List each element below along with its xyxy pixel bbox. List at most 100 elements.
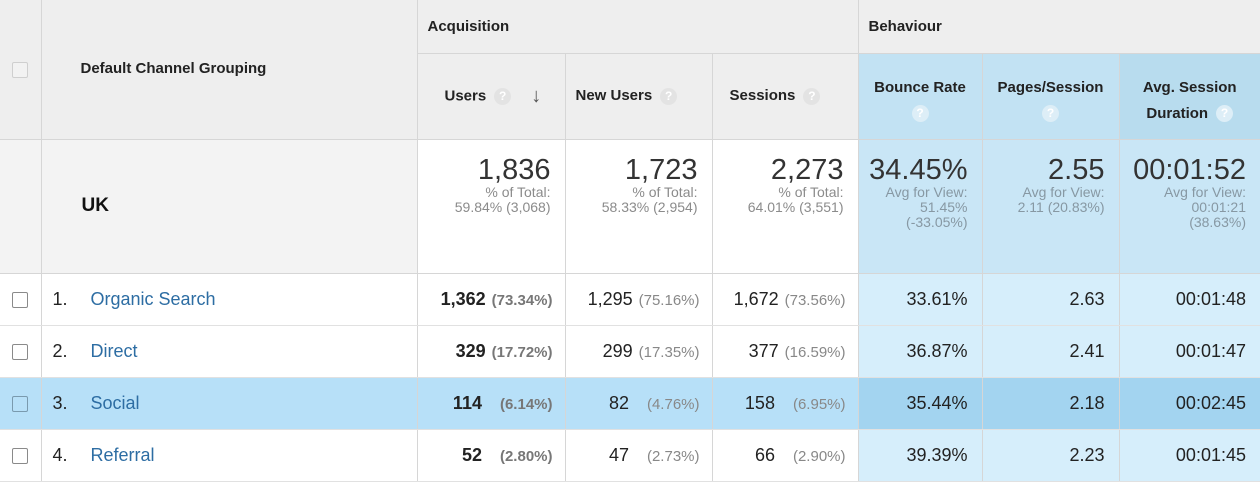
table-row: 2. Direct 329 (17.72%) 299 (17.35%) 377 (16.… — [0, 325, 1260, 378]
help-circle-icon[interactable]: ? — [1216, 105, 1234, 123]
avg-session-cell: 00:01:47 — [1119, 325, 1260, 378]
summary-bounce-rate-sub1: Avg for View: — [885, 183, 968, 200]
row-checkbox[interactable] — [12, 291, 29, 308]
channel-cell: 1. Organic Search — [41, 273, 418, 326]
summary-users-sub2: 59.84% (3,068) — [454, 198, 551, 215]
channel-link[interactable]: Organic Search — [90, 288, 216, 309]
row-checkbox[interactable] — [12, 447, 29, 464]
row-checkbox[interactable] — [12, 395, 29, 412]
channel-cell: 2. Direct — [41, 325, 418, 378]
new-users-percent: (4.76%) — [646, 395, 700, 413]
summary-sessions-value: 2,273 — [770, 153, 844, 186]
users-percent: (73.34%) — [491, 291, 553, 309]
select-all-cell — [0, 0, 42, 140]
summary-avg-session-value: 00:01:52 — [1133, 153, 1246, 186]
users-percent: (2.80%) — [499, 447, 553, 465]
summary-row: UK 1,836 % of Total: 59.84% (3,068) 1,72… — [0, 139, 1260, 274]
select-all-checkbox[interactable] — [12, 61, 29, 78]
new-users-cell: 47 (2.73%) — [565, 429, 713, 482]
users-percent: (17.72%) — [491, 343, 553, 361]
bounce-rate-column-label: Bounce Rate — [874, 78, 966, 96]
help-circle-icon[interactable]: ? — [911, 105, 929, 123]
row-checkbox-cell — [0, 273, 42, 326]
summary-users: 1,836 % of Total: 59.84% (3,068) — [417, 139, 566, 274]
summary-label: UK — [41, 139, 418, 274]
summary-pages-session-sub1: Avg for View: — [1022, 183, 1105, 200]
help-circle-icon[interactable]: ? — [660, 87, 678, 105]
summary-bounce-rate: 34.45% Avg for View: 51.45% (-33.05%) — [858, 139, 983, 274]
avg-session-cell: 00:01:48 — [1119, 273, 1260, 326]
summary-users-sub1: % of Total: — [485, 183, 551, 200]
new-users-percent: (2.73%) — [646, 447, 700, 465]
summary-avg-session-sub2: 00:01:21 — [1191, 198, 1247, 215]
sessions-cell: 158 (6.95%) — [712, 377, 859, 430]
bounce-rate-cell: 33.61% — [858, 273, 983, 326]
summary-new-users-value: 1,723 — [624, 153, 698, 186]
sessions-column-header[interactable]: Sessions? — [712, 53, 859, 140]
users-percent: (6.14%) — [499, 395, 553, 413]
sessions-percent: (73.56%) — [784, 291, 846, 309]
sessions-percent: (2.90%) — [792, 447, 846, 465]
summary-pages-session: 2.55 Avg for View: 2.11 (20.83%) — [982, 139, 1120, 274]
new-users-cell: 82 (4.76%) — [565, 377, 713, 430]
new-users-column-header[interactable]: New Users? — [565, 53, 713, 140]
bounce-rate-cell: 36.87% — [858, 325, 983, 378]
dimension-header[interactable]: Default Channel Grouping — [41, 0, 418, 140]
row-checkbox[interactable] — [12, 343, 29, 360]
summary-new-users: 1,723 % of Total: 58.33% (2,954) — [565, 139, 713, 274]
channel-link[interactable]: Social — [90, 392, 140, 413]
summary-bounce-rate-sub2: 51.45% — [920, 198, 968, 215]
avg-session-column-label-line2: Duration — [1146, 104, 1209, 122]
sessions-percent: (6.95%) — [792, 395, 846, 413]
summary-new-users-sub2: 58.33% (2,954) — [601, 198, 698, 215]
summary-avg-session-sub3: (38.63%) — [1189, 213, 1246, 230]
help-circle-icon[interactable]: ? — [1042, 105, 1059, 123]
sessions-percent: (16.59%) — [784, 343, 846, 361]
users-cell: 52 (2.80%) — [417, 429, 566, 482]
new-users-column-label: New Users — [575, 87, 653, 105]
sessions-cell: 377 (16.59%) — [712, 325, 859, 378]
bounce-rate-column-header[interactable]: Bounce Rate ? — [858, 53, 983, 140]
channel-link[interactable]: Direct — [90, 340, 138, 361]
channel-link[interactable]: Referral — [90, 444, 155, 465]
sessions-value: 1,672 — [733, 288, 779, 309]
help-circle-icon[interactable]: ? — [494, 87, 512, 105]
users-value: 52 — [461, 444, 482, 465]
avg-session-cell: 00:01:45 — [1119, 429, 1260, 482]
row-rank: 3. — [52, 392, 68, 413]
summary-pages-session-sub2: 2.11 (20.83%) — [1017, 198, 1105, 215]
row-rank: 1. — [52, 288, 68, 309]
behaviour-group-label: Behaviour — [868, 17, 942, 35]
bounce-rate-cell: 39.39% — [858, 429, 983, 482]
pages-session-cell: 2.41 — [982, 325, 1120, 378]
sessions-cell: 66 (2.90%) — [712, 429, 859, 482]
table-row: 4. Referral 52 (2.80%) 47 (2.73%) 66 (2.90%)… — [0, 429, 1260, 482]
summary-users-value: 1,836 — [477, 153, 551, 186]
pages-session-column-header[interactable]: Pages/Session ? — [982, 53, 1120, 140]
summary-pages-session-value: 2.55 — [1048, 153, 1105, 186]
users-cell: 329 (17.72%) — [417, 325, 566, 378]
new-users-value: 47 — [608, 444, 629, 465]
summary-avg-session: 00:01:52 Avg for View: 00:01:21 (38.63%) — [1119, 139, 1260, 274]
pages-session-cell: 2.18 — [982, 377, 1120, 430]
new-users-value: 299 — [602, 340, 633, 361]
pages-session-cell: 2.23 — [982, 429, 1120, 482]
help-circle-icon[interactable]: ? — [803, 87, 821, 105]
dimension-header-label: Default Channel Grouping — [80, 60, 267, 77]
users-column-header[interactable]: Users? ↓ — [417, 53, 566, 140]
sessions-cell: 1,672 (73.56%) — [712, 273, 859, 326]
table-row-highlighted: 3. Social 114 (6.14%) 82 (4.76%) 158 (6.95%)… — [0, 377, 1260, 430]
table-row: 1. Organic Search 1,362 (73.34%) 1,295 (75.… — [0, 273, 1260, 326]
new-users-value: 82 — [608, 392, 629, 413]
new-users-cell: 299 (17.35%) — [565, 325, 713, 378]
users-column-label: Users — [444, 86, 487, 104]
summary-sessions: 2,273 % of Total: 64.01% (3,551) — [712, 139, 859, 274]
avg-session-column-header[interactable]: Avg. Session Duration? — [1119, 53, 1260, 140]
row-rank: 4. — [52, 444, 68, 465]
arrow-down-icon[interactable]: ↓ — [531, 84, 542, 107]
sessions-value: 66 — [754, 444, 775, 465]
summary-checkbox-cell — [0, 139, 42, 274]
acquisition-group-label: Acquisition — [427, 17, 510, 35]
summary-sessions-sub2: 64.01% (3,551) — [747, 198, 844, 215]
